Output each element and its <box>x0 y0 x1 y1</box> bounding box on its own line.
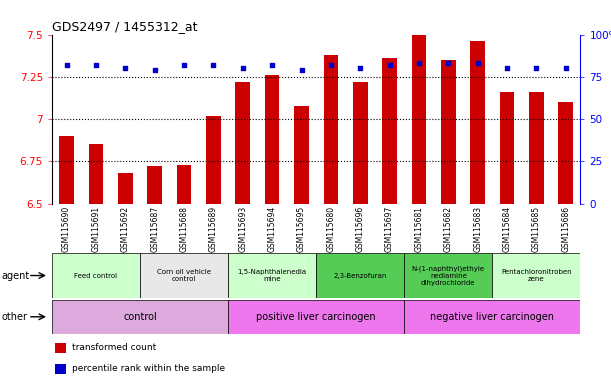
Bar <box>52 300 228 334</box>
Text: GSM115685: GSM115685 <box>532 206 541 252</box>
Bar <box>324 55 338 204</box>
Point <box>267 62 277 68</box>
Text: control: control <box>123 312 157 322</box>
Bar <box>316 253 404 298</box>
Text: GSM115689: GSM115689 <box>209 206 218 252</box>
Bar <box>404 300 580 334</box>
Point <box>208 62 218 68</box>
Bar <box>470 41 485 204</box>
Bar <box>206 116 221 204</box>
Bar <box>147 166 162 204</box>
Text: GSM115690: GSM115690 <box>62 206 71 252</box>
Bar <box>404 253 492 298</box>
Bar <box>558 102 573 204</box>
Point <box>356 65 365 71</box>
Point <box>120 65 130 71</box>
Text: agent: agent <box>2 270 30 281</box>
Point <box>473 60 483 66</box>
Text: GSM115695: GSM115695 <box>297 206 306 252</box>
Bar <box>59 136 74 204</box>
Text: GSM115687: GSM115687 <box>150 206 159 252</box>
Text: GSM115693: GSM115693 <box>238 206 247 252</box>
Text: GSM115681: GSM115681 <box>414 206 423 252</box>
Bar <box>235 82 250 204</box>
Bar <box>500 92 514 204</box>
Text: GSM115688: GSM115688 <box>180 206 189 252</box>
Bar <box>228 253 316 298</box>
Text: other: other <box>2 312 28 322</box>
Bar <box>228 300 404 334</box>
Text: Feed control: Feed control <box>75 273 117 278</box>
Bar <box>177 165 191 204</box>
Text: GSM115683: GSM115683 <box>473 206 482 252</box>
Bar <box>89 144 103 204</box>
Bar <box>382 58 397 204</box>
Text: GSM115697: GSM115697 <box>385 206 394 252</box>
Bar <box>412 35 426 204</box>
Text: Pentachloronitroben
zene: Pentachloronitroben zene <box>501 269 572 282</box>
Point <box>385 62 395 68</box>
Bar <box>353 82 368 204</box>
Point <box>444 60 453 66</box>
Bar <box>54 343 66 353</box>
Text: GSM115691: GSM115691 <box>92 206 100 252</box>
Point <box>296 67 306 73</box>
Text: GDS2497 / 1455312_at: GDS2497 / 1455312_at <box>52 20 197 33</box>
Point <box>414 60 424 66</box>
Point <box>238 65 247 71</box>
Bar <box>140 253 228 298</box>
Bar <box>529 92 544 204</box>
Point <box>326 62 336 68</box>
Text: GSM115696: GSM115696 <box>356 206 365 252</box>
Text: 1,5-Naphthalenedia
mine: 1,5-Naphthalenedia mine <box>238 269 307 282</box>
Text: N-(1-naphthyl)ethyle
nediamine
dihydrochloride: N-(1-naphthyl)ethyle nediamine dihydroch… <box>412 265 485 286</box>
Text: GSM115694: GSM115694 <box>268 206 277 252</box>
Text: Corn oil vehicle
control: Corn oil vehicle control <box>157 269 211 282</box>
Point <box>150 67 159 73</box>
Bar <box>54 364 66 374</box>
Point <box>502 65 512 71</box>
Text: negative liver carcinogen: negative liver carcinogen <box>430 312 554 322</box>
Bar <box>492 253 580 298</box>
Bar <box>294 106 309 204</box>
Point <box>91 62 101 68</box>
Text: percentile rank within the sample: percentile rank within the sample <box>72 364 225 373</box>
Text: positive liver carcinogen: positive liver carcinogen <box>257 312 376 322</box>
Point <box>532 65 541 71</box>
Text: GSM115682: GSM115682 <box>444 206 453 252</box>
Bar <box>265 75 279 204</box>
Text: 2,3-Benzofuran: 2,3-Benzofuran <box>334 273 387 278</box>
Text: GSM115684: GSM115684 <box>502 206 511 252</box>
Point <box>179 62 189 68</box>
Text: transformed count: transformed count <box>72 343 156 352</box>
Bar <box>52 253 140 298</box>
Text: GSM115680: GSM115680 <box>326 206 335 252</box>
Point <box>561 65 571 71</box>
Text: GSM115686: GSM115686 <box>562 206 570 252</box>
Point <box>62 62 71 68</box>
Bar <box>118 173 133 204</box>
Text: GSM115692: GSM115692 <box>121 206 130 252</box>
Bar <box>441 60 456 204</box>
